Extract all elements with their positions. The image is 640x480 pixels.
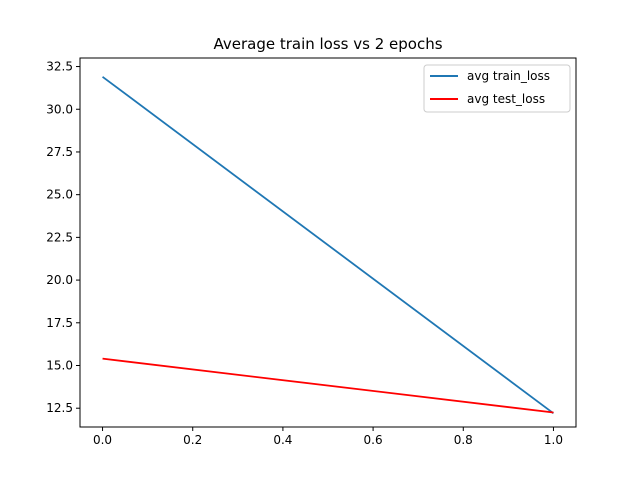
legend-label-train-loss: avg train_loss	[467, 69, 550, 83]
y-tick-label: 32.5	[46, 60, 73, 74]
x-tick-label: 0.4	[273, 433, 292, 447]
y-tick-label: 20.0	[46, 273, 73, 287]
y-tick-label: 22.5	[46, 230, 73, 244]
x-tick-label: 0.2	[183, 433, 202, 447]
x-tick-label: 0.0	[93, 433, 112, 447]
x-tick-label: 0.8	[454, 433, 473, 447]
plot-area	[80, 58, 576, 427]
y-tick-label: 17.5	[46, 316, 73, 330]
chart-title: Average train loss vs 2 epochs	[213, 35, 442, 53]
legend: avg train_loss avg test_loss	[423, 64, 571, 113]
y-tick-label: 30.0	[46, 102, 73, 116]
y-tick-label: 25.0	[46, 188, 73, 202]
y-tick-label: 12.5	[46, 401, 73, 415]
series-lines	[102, 76, 554, 415]
x-tick-label: 0.6	[364, 433, 383, 447]
series-line-test-loss	[102, 357, 554, 414]
y-axis: 12.5 15.0 17.5 20.0 22.5 25.0 27.5 30.0 32.5	[46, 60, 80, 415]
y-tick-label: 27.5	[46, 145, 73, 159]
plot-frame	[79, 57, 577, 428]
series-line-train-loss	[102, 76, 554, 415]
x-axis: 0.0 0.2 0.4 0.6 0.8 1.0	[93, 427, 563, 447]
y-tick-label: 15.0	[46, 359, 73, 373]
legend-box	[423, 64, 571, 113]
x-tick-label: 1.0	[544, 433, 563, 447]
legend-label-test-loss: avg test_loss	[467, 92, 545, 106]
